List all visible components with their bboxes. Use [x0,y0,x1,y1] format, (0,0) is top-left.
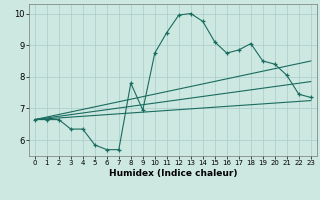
X-axis label: Humidex (Indice chaleur): Humidex (Indice chaleur) [108,169,237,178]
